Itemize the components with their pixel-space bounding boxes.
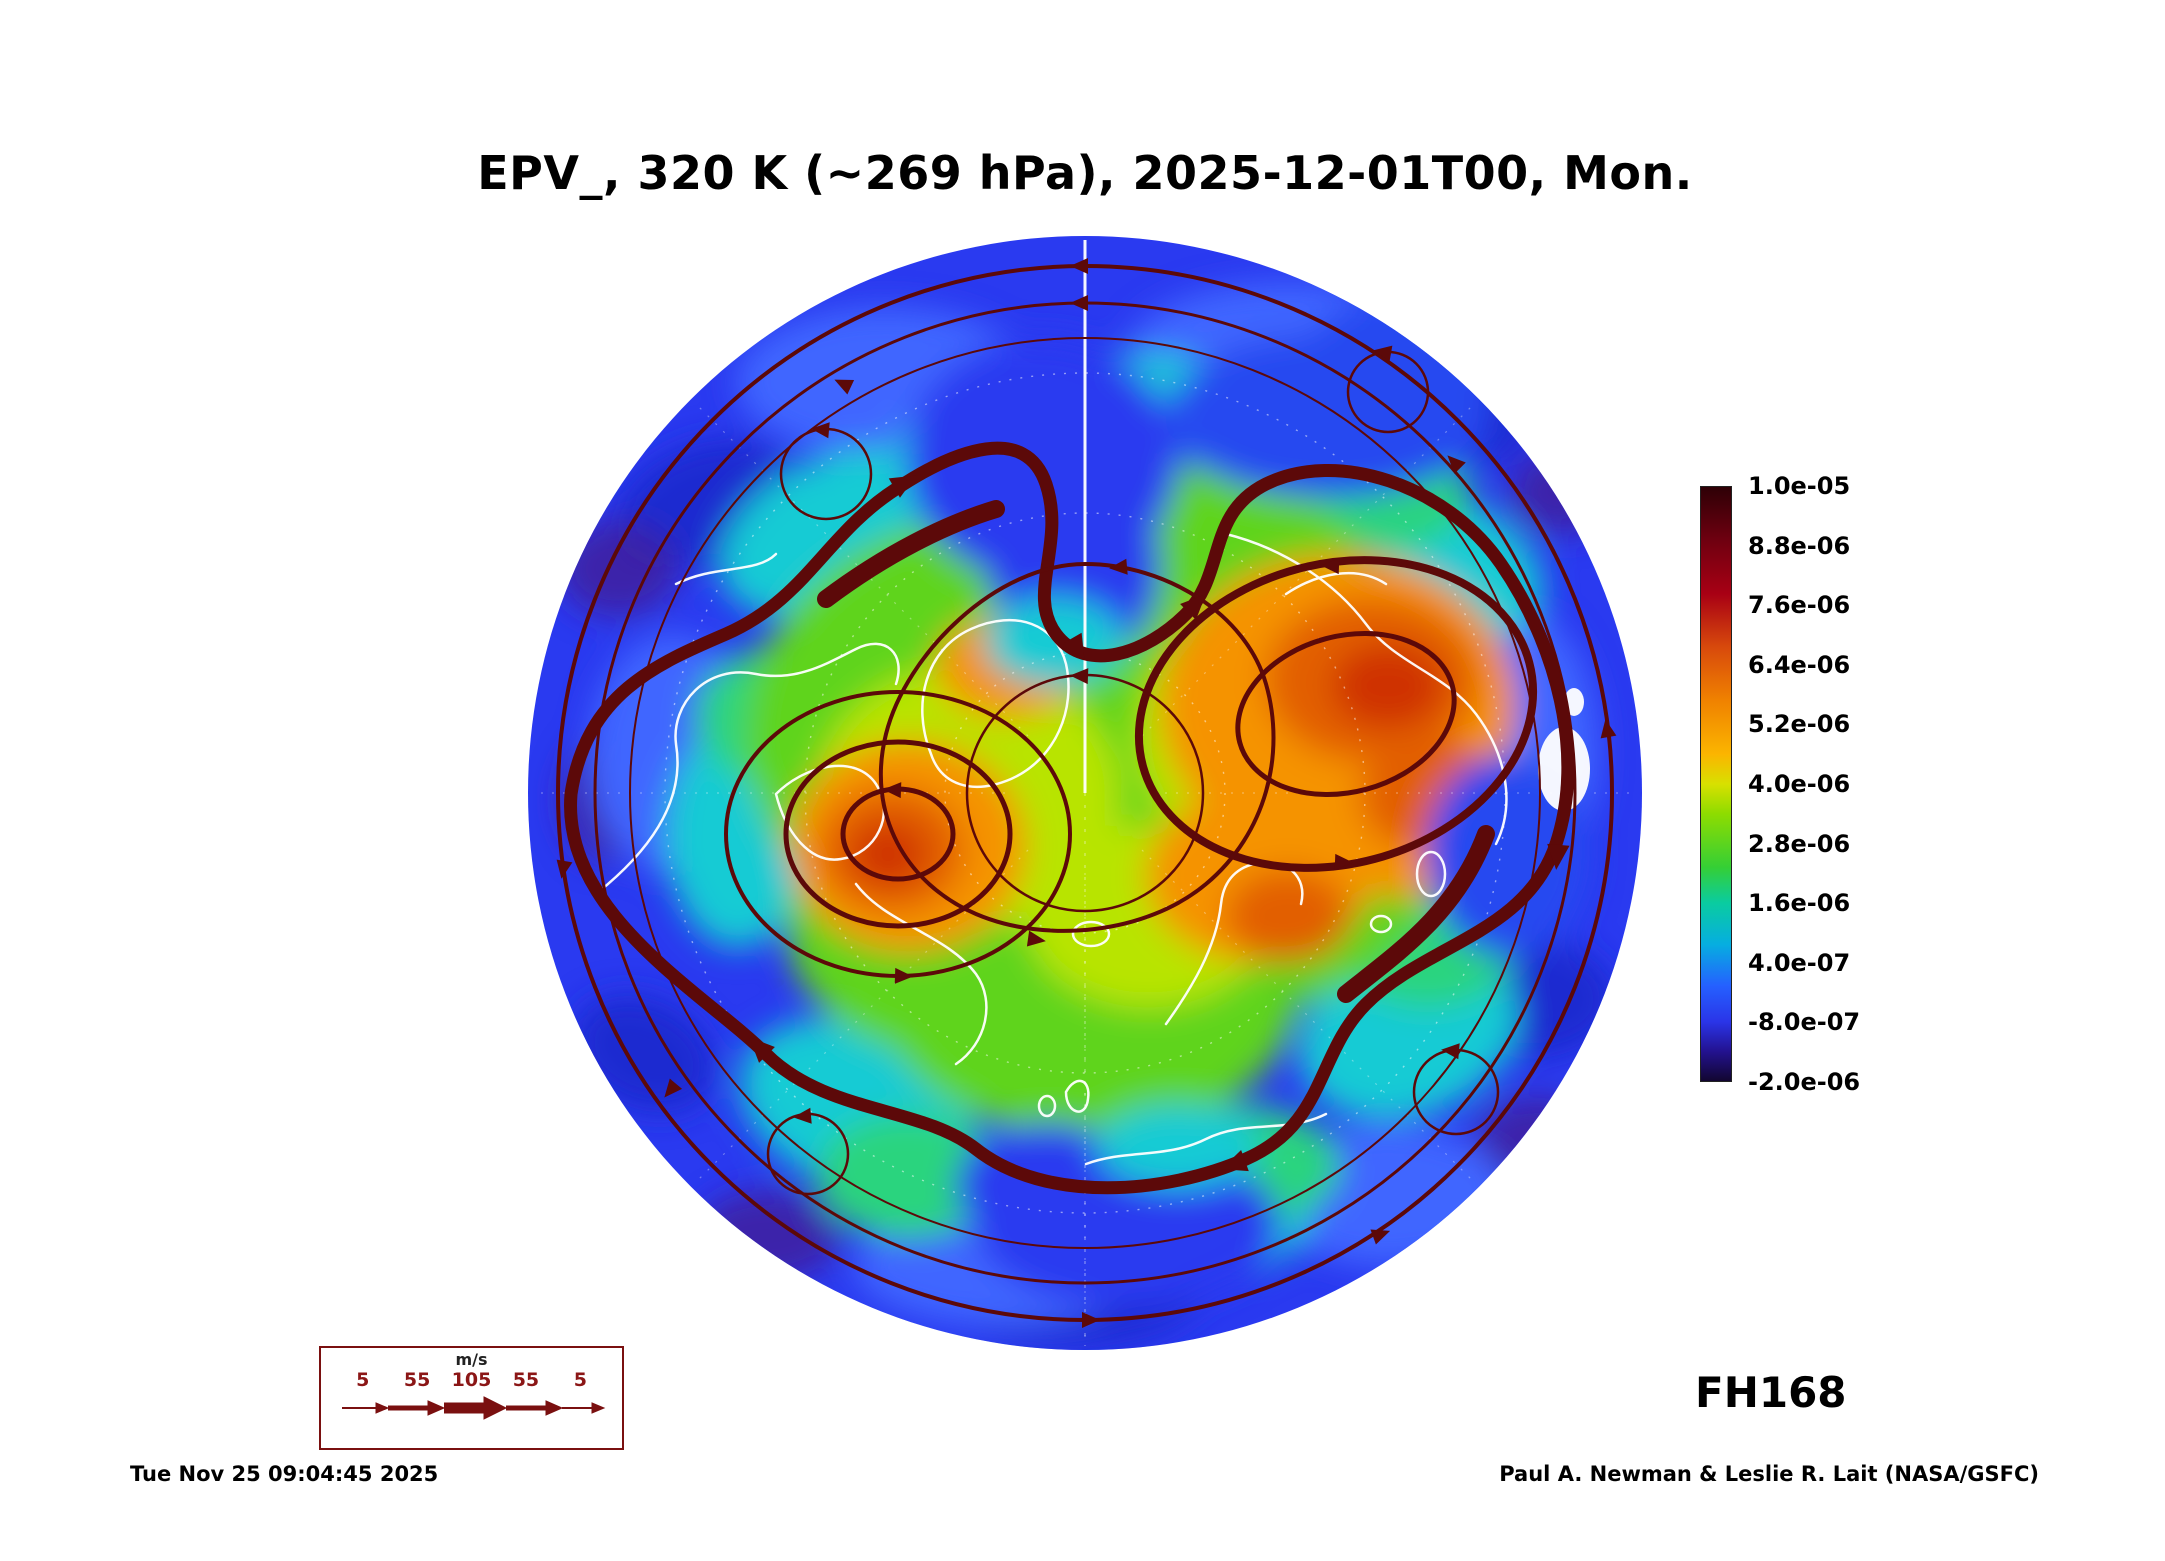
colorbar-gradient xyxy=(1700,486,1732,1082)
wind-legend-tick: 55 xyxy=(403,1369,431,1391)
wind-legend-tick: 5 xyxy=(573,1369,587,1391)
colorbar-tick-label: -8.0e-07 xyxy=(1748,1008,1861,1037)
credit-line: Paul A. Newman & Leslie R. Lait (NASA/GS… xyxy=(1499,1462,2039,1486)
wind-speed-legend: m/s 5 55 105 55 5 xyxy=(319,1346,624,1450)
forecast-hour-label: FH168 xyxy=(1695,1368,1847,1417)
wind-legend-units: m/s xyxy=(455,1350,488,1369)
colorbar-tick-label: 8.8e-06 xyxy=(1748,531,1851,560)
colorbar-tick-label: 1.0e-05 xyxy=(1748,472,1851,500)
creation-timestamp: Tue Nov 25 09:04:45 2025 xyxy=(130,1462,439,1486)
wind-legend-tick: 5 xyxy=(356,1369,370,1391)
epv-globe-map xyxy=(526,234,1644,1352)
colorbar-tick-label: 1.6e-06 xyxy=(1748,889,1851,918)
page-title: EPV_, 320 K (~269 hPa), 2025-12-01T00, M… xyxy=(477,146,1693,200)
colorbar-tick-label: 4.0e-06 xyxy=(1748,770,1851,798)
wind-legend-values: 5 55 105 55 5 xyxy=(336,1369,608,1391)
colorbar-tick-label: 6.4e-06 xyxy=(1748,650,1851,679)
wind-legend-tick: 105 xyxy=(451,1369,492,1391)
wind-legend-tick: 55 xyxy=(512,1369,540,1391)
colorbar: 1.0e-05 8.8e-06 7.6e-06 6.4e-06 5.2e-06 4.0e-… xyxy=(1700,472,1940,1096)
wind-legend-arrows xyxy=(341,1396,605,1420)
globe-svg xyxy=(528,236,1642,1350)
colorbar-tick-label: 7.6e-06 xyxy=(1748,591,1851,620)
colorbar-tick-label: 2.8e-06 xyxy=(1748,829,1851,858)
colorbar-tick-label: 5.2e-06 xyxy=(1748,710,1851,739)
colorbar-tick-label: 4.0e-07 xyxy=(1748,948,1851,977)
colorbar-tick-label: -2.0e-06 xyxy=(1748,1068,1861,1096)
colorbar-labels: 1.0e-05 8.8e-06 7.6e-06 6.4e-06 5.2e-06 4.0e-… xyxy=(1700,472,1940,1096)
streamline-arrows xyxy=(556,258,1617,1328)
